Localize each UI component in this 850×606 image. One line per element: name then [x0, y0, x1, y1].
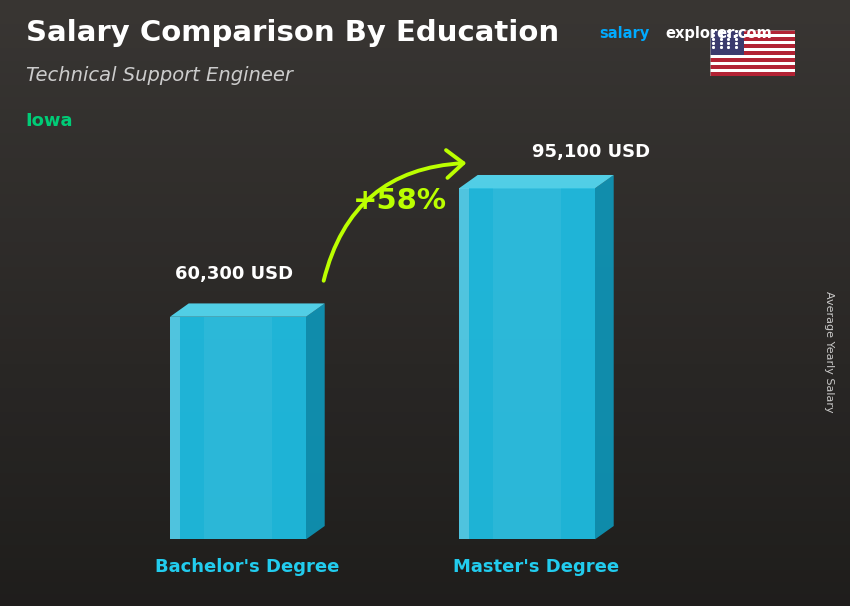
Text: Master's Degree: Master's Degree: [453, 558, 620, 576]
Bar: [710, 68, 795, 72]
Text: Bachelor's Degree: Bachelor's Degree: [156, 558, 339, 576]
Bar: [710, 30, 795, 34]
Bar: [710, 34, 795, 38]
Bar: [710, 44, 795, 48]
Text: 60,300 USD: 60,300 USD: [175, 265, 292, 284]
Bar: [710, 30, 744, 55]
Bar: [710, 38, 795, 41]
Bar: [710, 41, 795, 44]
Bar: [710, 55, 795, 58]
Bar: [710, 65, 795, 68]
Bar: [710, 72, 795, 76]
Text: +58%: +58%: [353, 187, 446, 215]
Text: Salary Comparison By Education: Salary Comparison By Education: [26, 19, 558, 47]
Text: Technical Support Engineer: Technical Support Engineer: [26, 66, 292, 85]
Text: 95,100 USD: 95,100 USD: [532, 143, 649, 161]
Bar: [710, 48, 795, 52]
Text: explorer.com: explorer.com: [666, 26, 773, 41]
Bar: [710, 58, 795, 62]
Text: Average Yearly Salary: Average Yearly Salary: [824, 291, 834, 412]
Bar: [710, 52, 795, 55]
Bar: [710, 62, 795, 65]
Text: Iowa: Iowa: [26, 112, 73, 130]
Text: salary: salary: [599, 26, 649, 41]
